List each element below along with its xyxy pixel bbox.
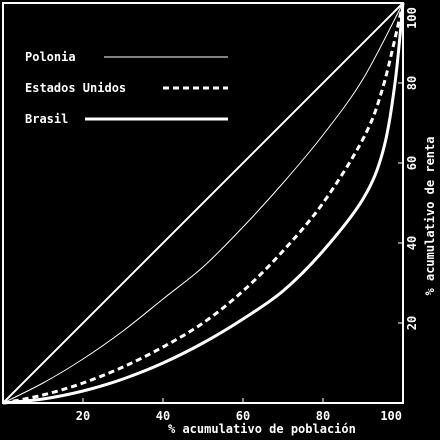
y-ticks-group: 20 40 60 80 100: [398, 2, 419, 330]
plot-frame: [2, 2, 404, 404]
equality-line-group: [2, 2, 404, 404]
y-tick-label: 100: [405, 7, 419, 29]
series-line-estados-unidos: [2, 2, 405, 405]
y-tick-label: 40: [405, 236, 419, 250]
series-line-brasil: [2, 2, 405, 405]
x-tick-label: 60: [236, 409, 250, 423]
series-line-polonia: [2, 2, 404, 404]
x-ticks-group: 20 40 60 80 100: [76, 398, 404, 423]
legend-label-estados-unidos: Estados Unidos: [25, 81, 126, 95]
legend: Polonia Estados Unidos Brasil: [25, 50, 228, 126]
x-tick-label: 40: [156, 409, 170, 423]
legend-label-brasil: Brasil: [25, 112, 68, 126]
y-tick-label: 80: [405, 76, 419, 90]
y-tick-label: 60: [405, 156, 419, 170]
x-tick-label: 100: [380, 409, 402, 423]
equality-line: [2, 2, 404, 404]
x-axis-label: % acumulativo de población: [168, 422, 356, 436]
x-tick-label: 80: [316, 409, 330, 423]
y-tick-label: 20: [405, 316, 419, 330]
y-axis-label: % acumulativo de renta: [423, 137, 437, 296]
x-tick-label: 20: [76, 409, 90, 423]
series-group: [2, 2, 405, 405]
legend-label-polonia: Polonia: [25, 50, 76, 64]
